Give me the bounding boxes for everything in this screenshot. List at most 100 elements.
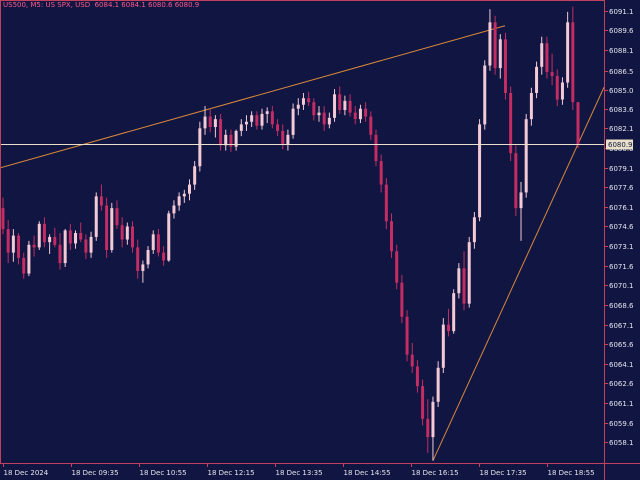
price-tick-label: 6061.1 bbox=[609, 400, 634, 408]
candle-body bbox=[89, 236, 93, 253]
candle bbox=[509, 86, 513, 162]
candle bbox=[436, 361, 440, 408]
candle bbox=[390, 213, 394, 258]
candle bbox=[545, 36, 549, 79]
symbol-info: US500, M5: US SPX, USD bbox=[3, 1, 91, 9]
time-tick-label: 18 Dec 14:55 bbox=[344, 469, 391, 477]
candle-body bbox=[141, 264, 145, 271]
price-tick-label: 6079.1 bbox=[609, 165, 634, 173]
price-tick-label: 6088.1 bbox=[609, 47, 634, 55]
candle bbox=[431, 396, 435, 461]
candle bbox=[89, 231, 93, 258]
time-tick-label: 18 Dec 10:55 bbox=[140, 469, 187, 477]
candle-body bbox=[115, 208, 119, 226]
candle bbox=[229, 129, 233, 152]
candle-body bbox=[146, 250, 150, 265]
candle bbox=[68, 223, 72, 251]
candle bbox=[146, 246, 150, 269]
candle bbox=[37, 221, 41, 251]
candle-body bbox=[110, 208, 114, 251]
candle bbox=[48, 234, 52, 254]
current-price-box bbox=[606, 139, 633, 150]
candle bbox=[182, 189, 186, 203]
candle-body bbox=[17, 235, 21, 258]
time-tick-label: 18 Dec 2024 bbox=[4, 469, 49, 477]
candle bbox=[384, 178, 388, 230]
candle bbox=[478, 119, 482, 222]
time-tick-label: 18 Dec 18:55 bbox=[548, 469, 595, 477]
candle-body bbox=[395, 251, 399, 283]
candle-body bbox=[42, 223, 46, 243]
candle bbox=[6, 219, 10, 264]
candle bbox=[208, 108, 212, 133]
candle-body bbox=[519, 192, 523, 209]
candle bbox=[353, 106, 357, 125]
candle bbox=[255, 111, 259, 130]
candle bbox=[11, 229, 15, 262]
candle bbox=[187, 179, 191, 201]
candle-body bbox=[483, 65, 487, 125]
candle bbox=[550, 53, 554, 86]
candle bbox=[131, 221, 135, 253]
candle bbox=[32, 235, 36, 257]
candle bbox=[125, 222, 129, 245]
time-axis[interactable]: 18 Dec 2024 18 Dec 09:35 18 Dec 10:55 18 De… bbox=[3, 463, 595, 477]
candle-body bbox=[550, 72, 554, 76]
candle-body bbox=[74, 233, 78, 244]
candle bbox=[369, 111, 373, 141]
price-tick-label: 6091.1 bbox=[609, 8, 634, 16]
candle bbox=[162, 246, 166, 266]
candle bbox=[364, 102, 368, 122]
candle bbox=[415, 359, 419, 393]
candle bbox=[312, 98, 316, 121]
candle-body bbox=[431, 401, 435, 438]
candle-body bbox=[37, 223, 41, 248]
candle-body bbox=[390, 221, 394, 252]
candle-body bbox=[224, 134, 228, 146]
candle bbox=[17, 233, 21, 265]
candle-body bbox=[239, 124, 243, 131]
candle-body bbox=[555, 75, 559, 100]
candle-body bbox=[79, 233, 83, 240]
candle-body bbox=[338, 94, 342, 110]
price-tick-label: 6082.1 bbox=[609, 125, 634, 133]
candle-body bbox=[53, 236, 57, 245]
candle-body bbox=[384, 184, 388, 222]
candle-body bbox=[182, 193, 186, 197]
candle bbox=[276, 119, 280, 137]
candle bbox=[94, 192, 98, 241]
candle-body bbox=[213, 119, 217, 128]
price-axis[interactable]: 6091.1 6089.6 6088.1 6086.5 6085.0 6083.6 6082… bbox=[604, 8, 634, 447]
price-tick-label: 6059.6 bbox=[609, 420, 634, 428]
candle-body bbox=[193, 166, 197, 185]
candle-body bbox=[27, 244, 31, 274]
candle-body bbox=[374, 134, 378, 162]
candle bbox=[519, 181, 523, 241]
price-tick-label: 6086.5 bbox=[609, 68, 634, 76]
price-tick-label: 6062.6 bbox=[609, 380, 634, 388]
candle-body bbox=[571, 22, 575, 103]
candle bbox=[172, 200, 176, 219]
price-tick-label: 6074.6 bbox=[609, 223, 634, 231]
candle bbox=[58, 233, 62, 270]
candle-body bbox=[68, 230, 72, 244]
candle-body bbox=[369, 116, 373, 135]
candle-body bbox=[503, 39, 507, 93]
candle-body bbox=[452, 293, 456, 332]
candle bbox=[395, 244, 399, 290]
candle-body bbox=[291, 108, 295, 135]
candle bbox=[524, 113, 528, 198]
price-tick-label: 6065.6 bbox=[609, 341, 634, 349]
candle-body bbox=[576, 102, 580, 145]
candle bbox=[446, 308, 450, 337]
candle-body bbox=[488, 22, 492, 66]
candle bbox=[120, 217, 124, 248]
candle bbox=[224, 129, 228, 151]
candle-body bbox=[48, 236, 52, 243]
candle bbox=[156, 229, 160, 257]
candle bbox=[374, 129, 378, 167]
candle bbox=[483, 60, 487, 130]
support-trendline[interactable] bbox=[432, 87, 605, 461]
time-tick-label: 18 Dec 12:15 bbox=[208, 469, 255, 477]
